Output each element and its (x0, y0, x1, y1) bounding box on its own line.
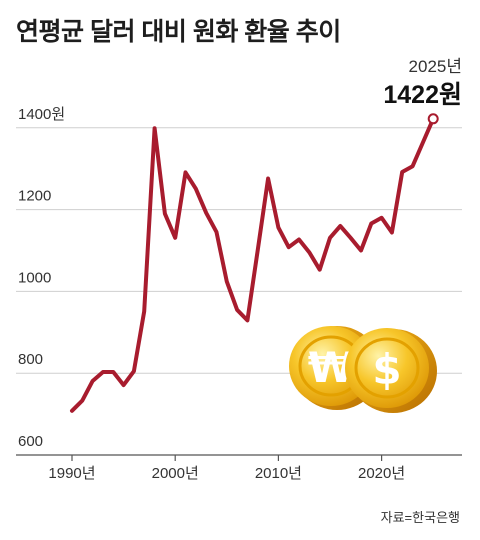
coins-illustration: ₩ $ (289, 326, 437, 413)
label-layer: 2025년 1422원 (383, 57, 462, 109)
y-tick-label: 1200 (18, 188, 51, 205)
x-tick-label: 1990년 (48, 465, 95, 482)
exchange-rate-line (70, 116, 436, 413)
y-tick-label: 600 (18, 433, 43, 450)
source-note: 자료=한국은행 (380, 510, 460, 525)
dollar-coin-icon: $ (345, 328, 437, 413)
x-tick-label: 2000년 (152, 465, 199, 482)
x-tick-label: 2020년 (358, 465, 405, 482)
highlight-year-label: 2025년 (409, 57, 462, 76)
last-point-marker (427, 113, 439, 125)
series-layer (70, 113, 439, 413)
y-tick-label: 1000 (18, 269, 51, 286)
highlight-value-label: 1422원 (383, 81, 462, 109)
y-tick-label: 1400원 (18, 106, 65, 123)
chart-title: 연평균 달러 대비 원화 환율 추이 (16, 18, 341, 46)
x-axis: 1990년 2000년 2010년 2020년 (16, 454, 462, 482)
svg-text:$: $ (372, 345, 401, 394)
y-tick-label: 800 (18, 351, 43, 368)
x-tick-label: 2010년 (255, 465, 302, 482)
